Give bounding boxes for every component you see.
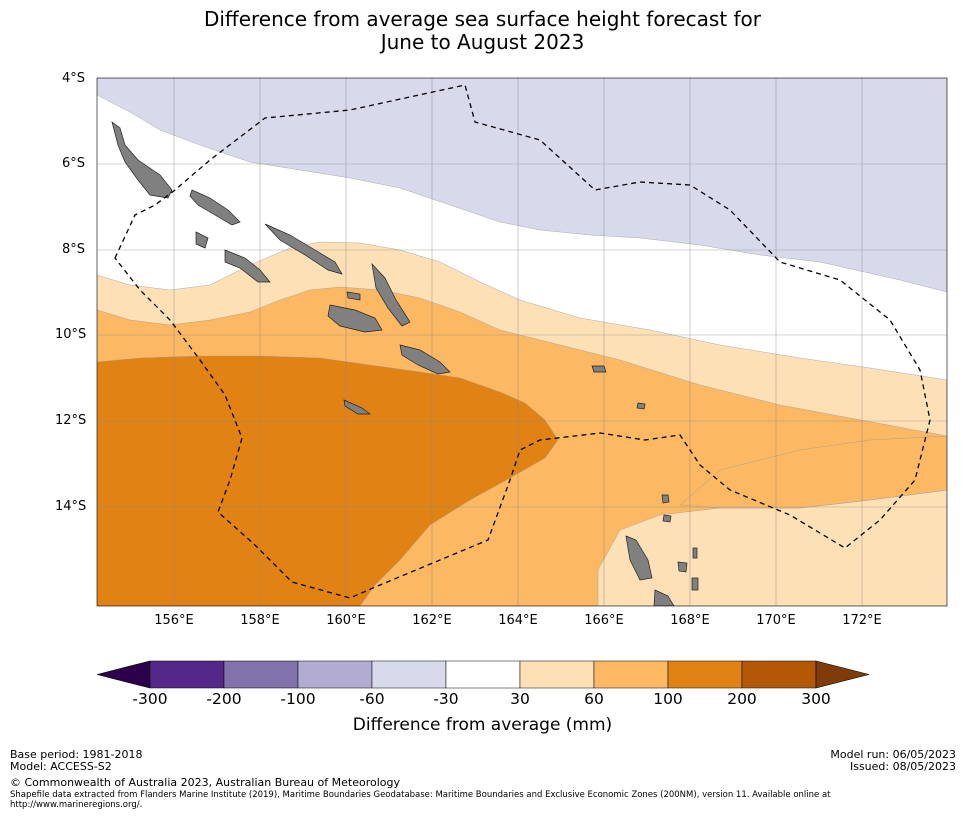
colorbar-tick-300: 300 [801, 690, 831, 708]
malaita-island [371, 262, 411, 327]
colorbar-bin-6 [519, 660, 595, 689]
lat-label-8s: 8°S [62, 242, 86, 257]
base-period: Base period: 1981-2018 [10, 748, 143, 761]
lon-label-166e: 166°E [584, 613, 624, 628]
lon-label-162e: 162°E [412, 613, 452, 628]
new-georgia-island [195, 231, 209, 249]
band-60-100-e [679, 435, 947, 509]
lon-label-156e: 156°E [154, 613, 194, 628]
colorbar-bin-2 [223, 660, 299, 689]
colorbar-tick-minus200: -200 [206, 690, 242, 708]
small-island-4 [677, 561, 688, 573]
lat-label-14s: 14°S [55, 499, 87, 514]
title-line-1: Difference from average sea surface heig… [203, 7, 762, 31]
colorbar-tick-minus300: -300 [132, 690, 168, 708]
colorbar-bin-8 [667, 660, 743, 689]
colorbar-bin-5 [445, 660, 521, 689]
model-name: Model: ACCESS-S2 [10, 760, 112, 773]
shapefile-credit-line-2: http://www.marineregions.org/. [10, 800, 143, 810]
colorbar-lower-extension [96, 660, 151, 689]
band-minus-30-60 [97, 78, 947, 293]
lon-label-170e: 170°E [756, 613, 796, 628]
colorbar-tick-minus100: -100 [280, 690, 316, 708]
title-line-2: June to August 2023 [380, 30, 585, 54]
gridlines [97, 78, 947, 606]
choiseul-island [189, 189, 241, 226]
colorbar-bin-9 [741, 660, 817, 689]
new-georgia-group [224, 249, 271, 283]
lat-label-12s: 12°S [55, 413, 87, 428]
eez-boundary-solomon [114, 84, 931, 599]
lat-label-4s: 4°S [62, 71, 86, 86]
small-island-2 [662, 514, 672, 523]
colorbar-upper-extension [815, 660, 870, 689]
band-100-200 [97, 355, 559, 606]
santa-cruz-island [591, 365, 607, 373]
rennell-island [343, 399, 372, 415]
colorbar-tick-30: 30 [510, 690, 530, 708]
colorbar-tick-minus60: -60 [359, 690, 385, 708]
malakula-island [653, 589, 675, 606]
colorbar-tick-100: 100 [653, 690, 683, 708]
makira-island [399, 344, 451, 375]
small-island-1 [661, 494, 670, 504]
colorbar-title: Difference from average (mm) [352, 715, 613, 735]
model-run: Model run: 06/05/2023 [830, 748, 956, 761]
copyright: © Commonwealth of Australia 2023, Austra… [10, 776, 400, 789]
lon-label-168e: 168°E [670, 613, 710, 628]
lon-label-158e: 158°E [240, 613, 280, 628]
issued-date: Issued: 08/05/2023 [849, 760, 956, 773]
espiritu-santo-island [625, 535, 653, 581]
colorbar-bin-7 [593, 660, 669, 689]
colorbar-tick-minus30: -30 [433, 690, 459, 708]
small-island-7 [346, 291, 361, 301]
colorbar-tick-200: 200 [727, 690, 757, 708]
lat-label-6s: 6°S [62, 156, 86, 171]
colorbar-tick-60: 60 [584, 690, 604, 708]
map-title: Difference from average sea surface heig… [0, 8, 965, 54]
lon-label-160e: 160°E [326, 613, 366, 628]
lon-label-164e: 164°E [498, 613, 538, 628]
colorbar-bin-1 [149, 660, 225, 689]
small-island-6 [691, 577, 699, 591]
bougainville-island [111, 121, 173, 199]
lat-label-10s: 10°S [55, 327, 87, 342]
map-area [97, 78, 947, 606]
colorbar-bin-3 [297, 660, 373, 689]
lon-label-172e: 172°E [842, 613, 882, 628]
landmasses [111, 121, 699, 606]
small-island-5 [692, 547, 698, 559]
colorbar [96, 660, 870, 689]
colorbar-bin-4 [371, 660, 447, 689]
santa-isabel-island [264, 223, 343, 275]
map-frame [96, 77, 948, 607]
small-island-3 [636, 402, 646, 410]
guadalcanal-island [327, 304, 383, 333]
shapefile-credit-line-1: Shapefile data extracted from Flanders M… [10, 790, 831, 800]
